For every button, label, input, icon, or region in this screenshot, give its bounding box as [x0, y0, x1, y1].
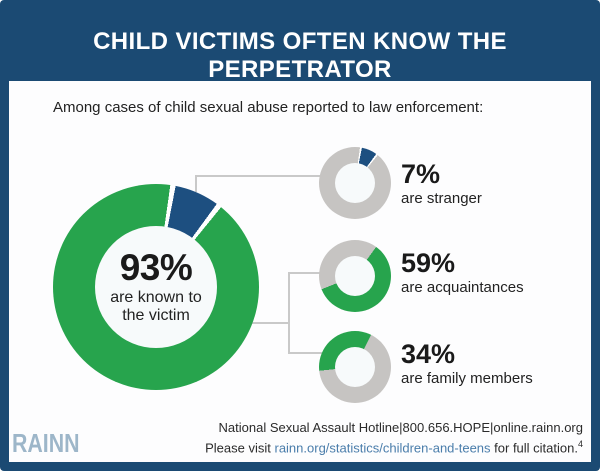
caption-line: the victim [122, 307, 190, 324]
citation-suffix: for full citation. [490, 440, 578, 456]
page-title: CHILD VICTIMS OFTEN KNOW THE PERPETRATOR [93, 28, 507, 83]
hotline-text: National Sexual Assault Hotline|800.656.… [218, 419, 583, 435]
stat-value: 34% [401, 339, 456, 369]
stat-family: 34% are family members [401, 341, 533, 388]
connector-line [288, 272, 321, 274]
stat-stranger: 7% are stranger [401, 161, 482, 208]
connector-line [195, 175, 322, 177]
donut-hole [335, 256, 375, 296]
citation-link[interactable]: rainn.org/statistics/children-and-teens [274, 440, 491, 456]
main-donut-chart: 93% are known to the victim [53, 184, 259, 390]
footer: National Sexual Assault Hotline|800.656.… [205, 419, 583, 458]
stat-value: 59% [401, 248, 456, 278]
stat-caption: are family members [401, 370, 533, 387]
stat-value: 7% [401, 159, 441, 189]
donut-hole [335, 163, 375, 203]
stat-acquaintances: 59% are acquaintances [401, 250, 524, 297]
stat-caption: are acquaintances [401, 279, 524, 296]
rainn-logo: RAINN [12, 428, 80, 458]
caption-line: are known to [110, 289, 202, 307]
main-donut-value: 93% [119, 247, 193, 289]
connector-line [288, 272, 290, 353]
breakout-donut-stranger [319, 147, 391, 219]
citation-superscript: 4 [577, 438, 583, 449]
breakout-donut-family [319, 331, 391, 403]
main-donut-hole: 93% are known to the victim [95, 226, 217, 348]
connector-line [250, 322, 289, 324]
connector-line [288, 352, 322, 354]
donut-hole [335, 347, 375, 387]
citation-text: Please visit rainn.org/statistics/childr… [205, 438, 583, 458]
stat-caption: are stranger [401, 190, 482, 207]
main-donut-caption: are known to the victim [110, 289, 202, 325]
chart-subtitle: Among cases of child sexual abuse report… [53, 99, 484, 116]
connector-line [195, 175, 197, 192]
citation-prefix: Please visit [205, 440, 275, 456]
breakout-donut-acquaintances [319, 240, 391, 312]
